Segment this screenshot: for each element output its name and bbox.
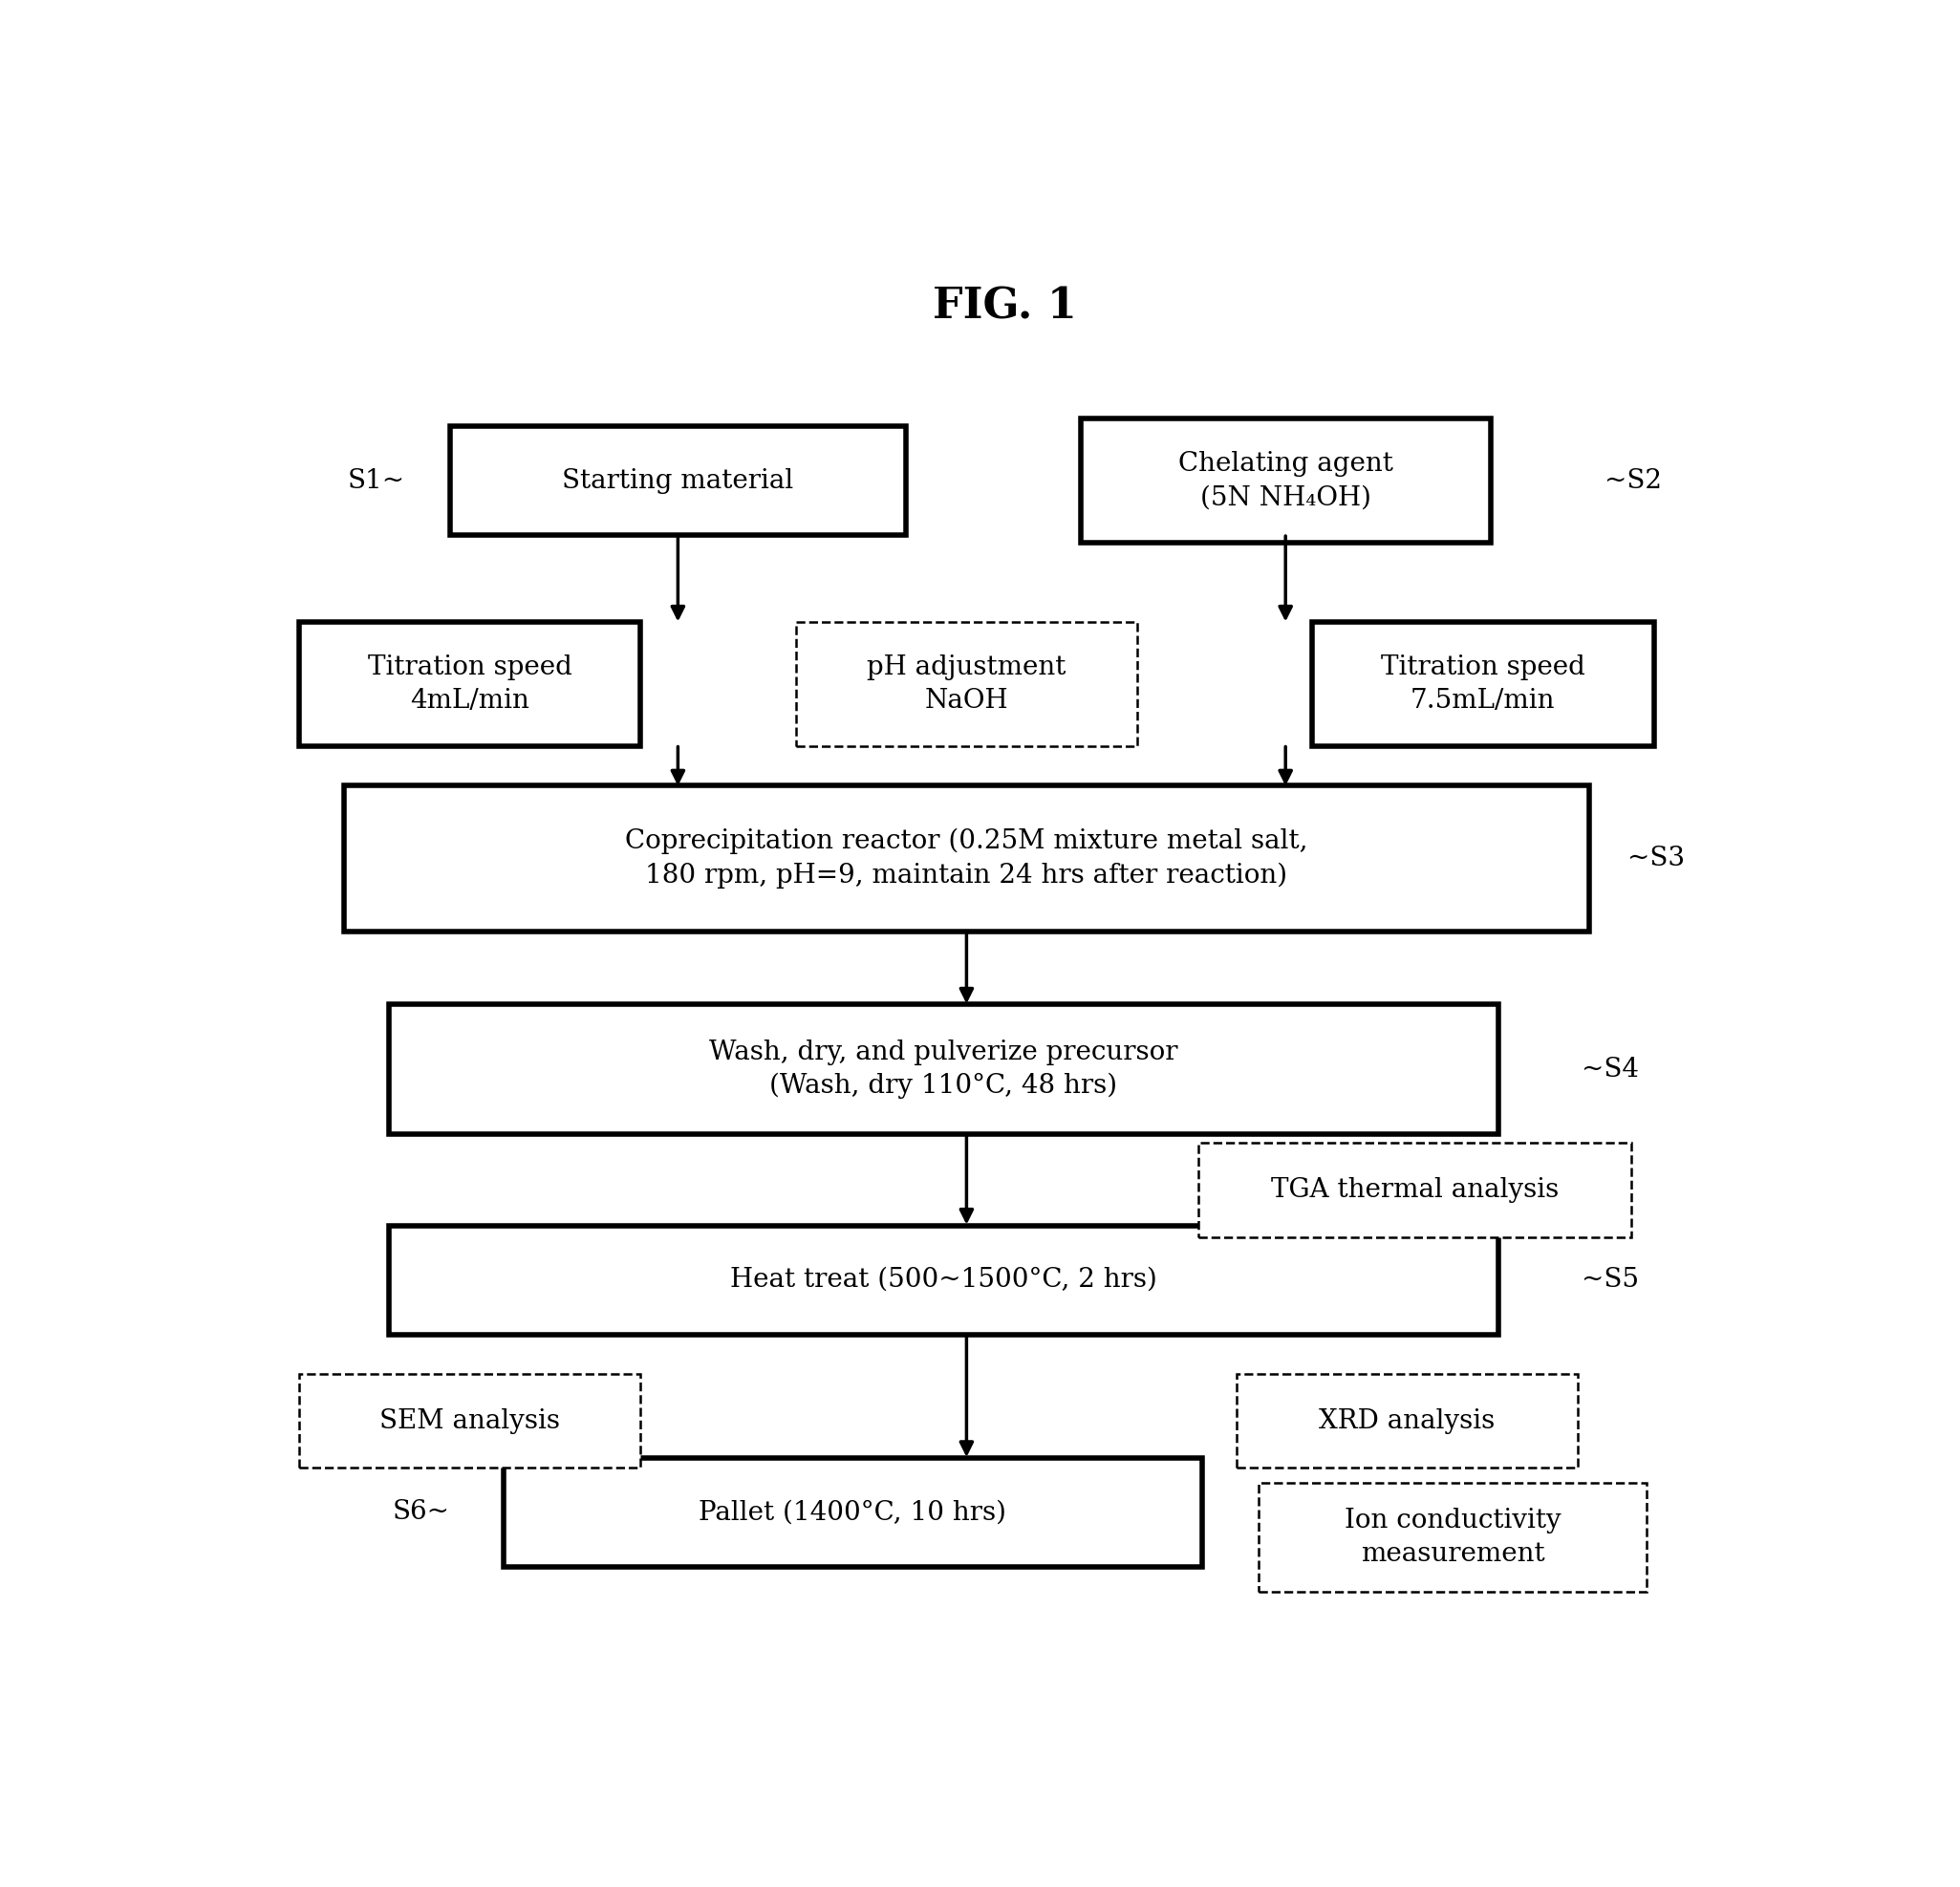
Bar xyxy=(1198,1142,1631,1238)
Bar xyxy=(390,1225,1497,1334)
Bar xyxy=(300,623,641,745)
Text: Wash, dry, and pulverize precursor
(Wash, dry 110°C, 48 hrs): Wash, dry, and pulverize precursor (Wash… xyxy=(710,1040,1178,1100)
Bar xyxy=(343,785,1590,930)
Text: Titration speed
7.5mL/min: Titration speed 7.5mL/min xyxy=(1380,655,1586,713)
Bar xyxy=(451,426,906,536)
Bar xyxy=(504,1459,1201,1566)
Bar xyxy=(390,1004,1497,1134)
Text: S6~: S6~ xyxy=(392,1500,451,1525)
Bar xyxy=(796,623,1137,745)
Bar xyxy=(1311,623,1654,745)
Text: S1~: S1~ xyxy=(347,468,404,494)
Text: Chelating agent
(5N NH₄OH): Chelating agent (5N NH₄OH) xyxy=(1178,451,1394,511)
Bar xyxy=(1237,1374,1578,1468)
Text: Pallet (1400°C, 10 hrs): Pallet (1400°C, 10 hrs) xyxy=(700,1500,1005,1525)
Text: pH adjustment
NaOH: pH adjustment NaOH xyxy=(866,655,1066,713)
Text: Heat treat (500~1500°C, 2 hrs): Heat treat (500~1500°C, 2 hrs) xyxy=(731,1266,1156,1293)
Bar xyxy=(1080,419,1490,542)
Text: ~S5: ~S5 xyxy=(1582,1266,1639,1293)
Text: XRD analysis: XRD analysis xyxy=(1319,1408,1495,1434)
Text: FIG. 1: FIG. 1 xyxy=(933,285,1076,326)
Text: SEM analysis: SEM analysis xyxy=(380,1408,561,1434)
Text: ~S2: ~S2 xyxy=(1605,468,1662,494)
Text: Ion conductivity
measurement: Ion conductivity measurement xyxy=(1345,1508,1560,1566)
Text: TGA thermal analysis: TGA thermal analysis xyxy=(1270,1177,1558,1202)
Text: ~S3: ~S3 xyxy=(1627,845,1686,872)
Text: ~S4: ~S4 xyxy=(1582,1057,1639,1081)
Text: Titration speed
4mL/min: Titration speed 4mL/min xyxy=(368,655,572,713)
Text: Coprecipitation reactor (0.25M mixture metal salt,
180 rpm, pH=9, maintain 24 hr: Coprecipitation reactor (0.25M mixture m… xyxy=(625,828,1307,889)
Text: Starting material: Starting material xyxy=(563,468,794,494)
Bar xyxy=(1258,1483,1646,1591)
Bar xyxy=(300,1374,641,1468)
